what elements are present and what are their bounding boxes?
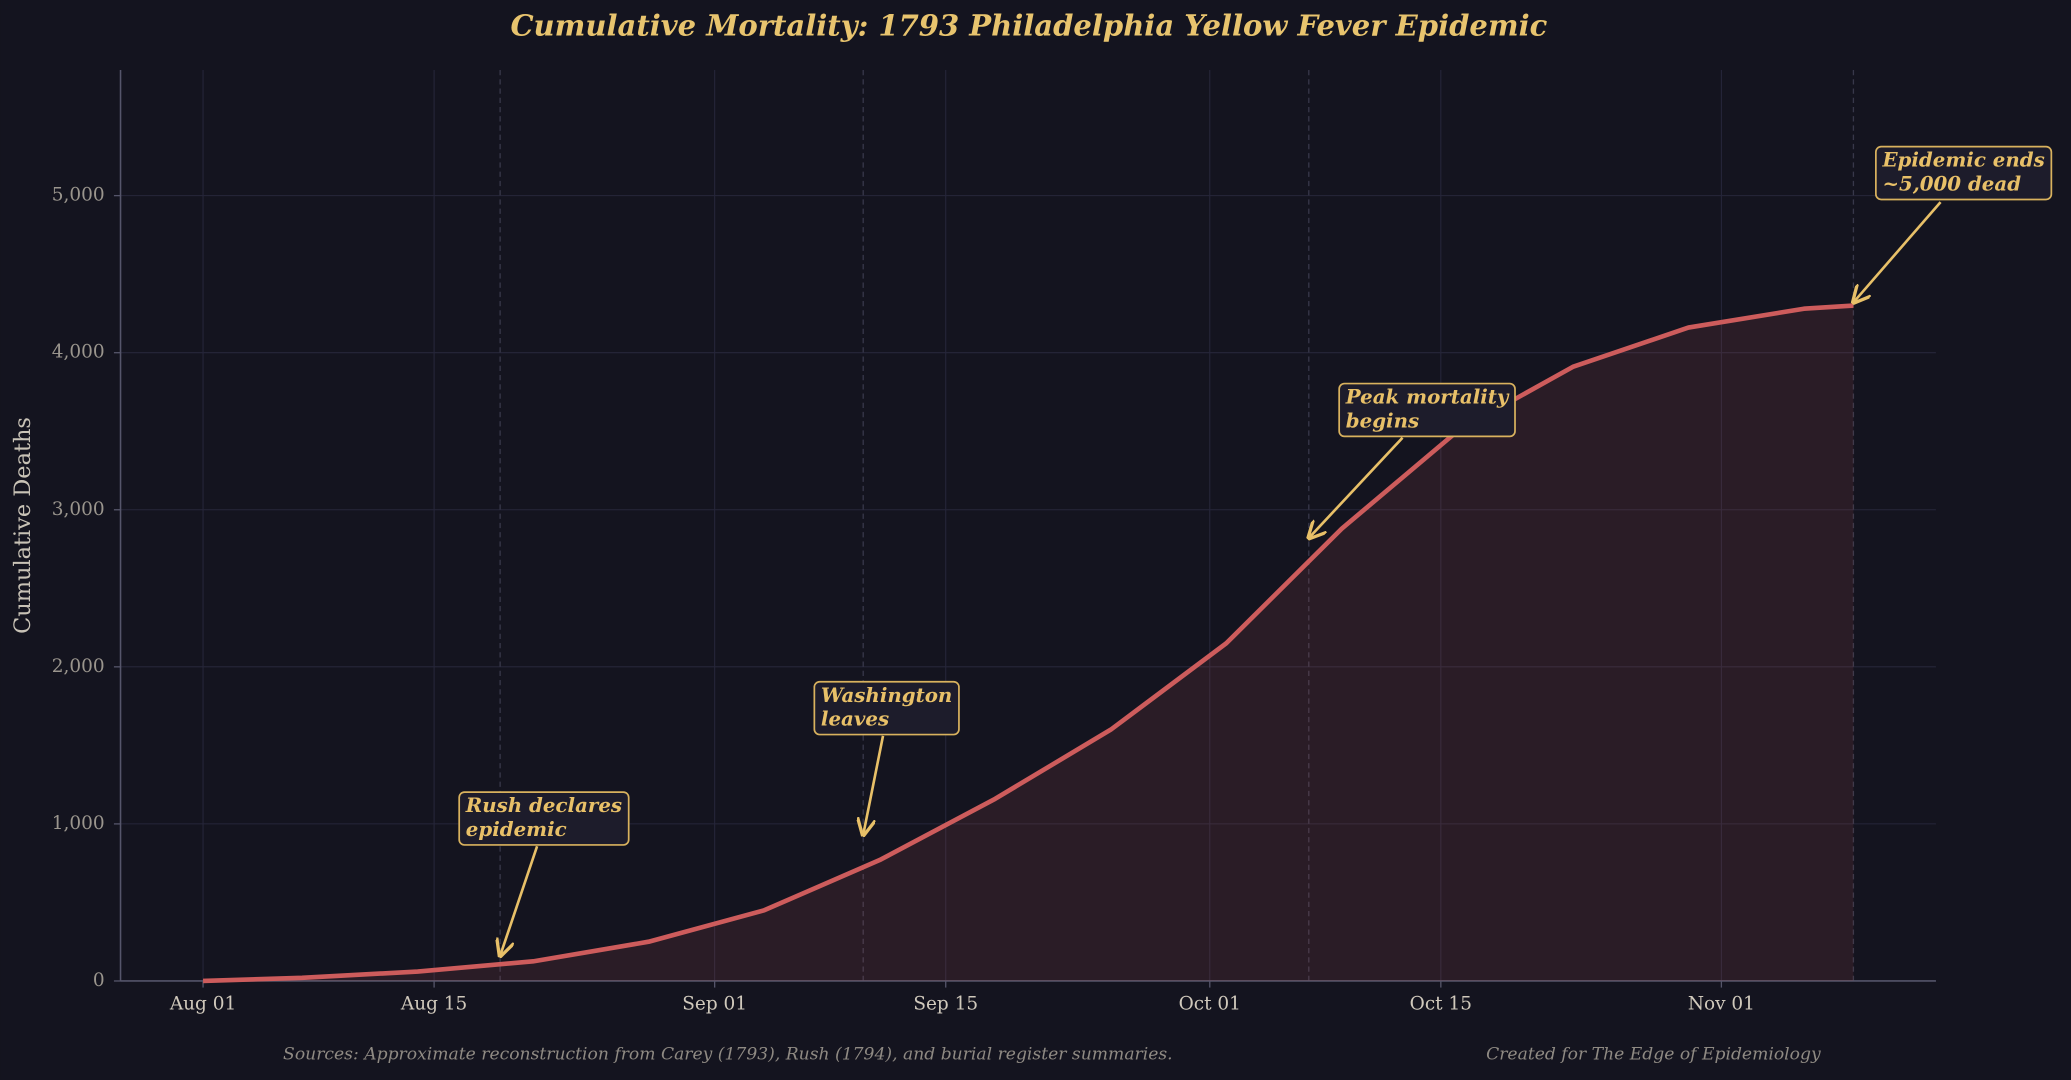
line xyxy=(202,303,1854,984)
annotation: Epidemic ends~5,000 dead xyxy=(1853,145,2053,303)
y-tick-label: 5,000 xyxy=(52,185,105,206)
y-tick-label: 2,000 xyxy=(52,656,105,677)
annotation-box xyxy=(813,680,960,736)
credit-note: Created for The Edge of Epidemiology xyxy=(1486,1044,1821,1064)
area-fill xyxy=(203,305,1854,981)
annotation-arrow xyxy=(500,845,539,956)
annotation-text: begins xyxy=(1346,408,1419,432)
annotation-text: ~5,000 dead xyxy=(1882,171,2021,195)
annotation-text: leaves xyxy=(821,707,889,731)
y-tick-label: 4,000 xyxy=(52,342,105,363)
x-tick-label: Aug 15 xyxy=(400,994,467,1015)
x-tick-label: Sep 15 xyxy=(913,994,978,1015)
annotation-box xyxy=(1875,145,2053,201)
x-tick-label: Nov 01 xyxy=(1688,994,1755,1015)
y-axis-label: Cumulative Deaths xyxy=(10,417,36,634)
annotation-text: Epidemic ends xyxy=(1881,148,2044,172)
x-tick-label: Oct 01 xyxy=(1179,994,1241,1015)
annotation-box xyxy=(1338,382,1516,438)
y-tick-label: 0 xyxy=(93,970,105,991)
x-tick-label: Aug 01 xyxy=(169,994,236,1015)
x-tick-label: Oct 15 xyxy=(1410,994,1472,1015)
annotation-box xyxy=(458,791,630,846)
annotation-text: epidemic xyxy=(466,817,567,841)
annotation-arrow xyxy=(1853,201,1942,302)
annotation-text: Washington xyxy=(821,683,952,707)
source-note: Sources: Approximate reconstruction from… xyxy=(283,1044,1173,1064)
annotation-arrow xyxy=(863,735,885,835)
annotation-text: Rush declares xyxy=(465,793,622,817)
x-tick-label: Sep 01 xyxy=(682,994,747,1015)
annotation-text: Peak mortality xyxy=(1345,385,1510,409)
annotation-arrow xyxy=(1309,436,1404,538)
y-tick-label: 3,000 xyxy=(52,499,105,520)
chart-title: Cumulative Mortality: 1793 Philadelphia … xyxy=(510,9,1547,43)
y-tick-label: 1,000 xyxy=(52,813,105,834)
